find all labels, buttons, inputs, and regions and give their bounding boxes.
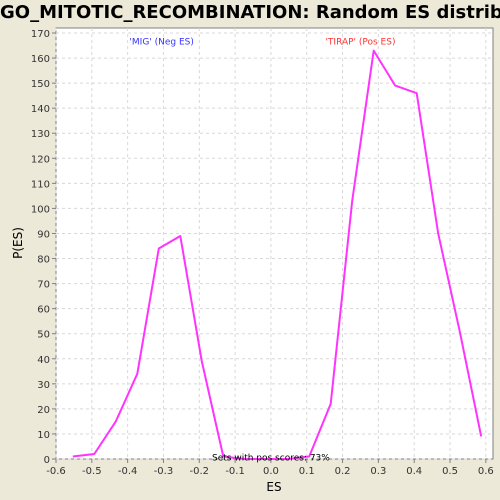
y-tick-label: 130 [31, 129, 50, 140]
chart-title: GO_MITOTIC_RECOMBINATION: Random ES dist… [0, 2, 500, 23]
axis-ticks: 0 10 20 30 40 50 60 70 80 90 100 110 120 130 140 150 160… [31, 29, 494, 477]
x-tick-label: 0.0 [263, 466, 279, 477]
x-tick-label: -0.2 [190, 466, 210, 477]
y-tick-label: 120 [31, 154, 50, 165]
annotations: 'MIG' (Neg ES) 'TIRAP' (Pos ES) Sets with … [129, 38, 395, 464]
y-tick-label: 170 [31, 29, 50, 40]
y-tick-label: 140 [31, 104, 50, 115]
y-axis-label: P(ES) [11, 227, 25, 259]
y-tick-label: 20 [37, 405, 50, 416]
y-tick-label: 90 [37, 229, 50, 240]
x-tick-label: 0.2 [335, 466, 351, 477]
y-tick-label: 40 [37, 355, 50, 366]
y-tick-label: 60 [37, 305, 50, 316]
neg-es-label: 'MIG' (Neg ES) [129, 38, 193, 48]
y-tick-label: 10 [37, 430, 50, 441]
pos-scores-note: Sets with pos scores: 73% [212, 453, 330, 463]
x-tick-label: 0.1 [299, 466, 315, 477]
y-tick-label: 110 [31, 179, 50, 190]
plot-area [55, 27, 494, 460]
y-tick-label: 30 [37, 380, 50, 391]
x-axis-label: ES [266, 480, 281, 494]
y-tick-label: 70 [37, 280, 50, 291]
x-tick-label: 0.3 [370, 466, 386, 477]
x-tick-label: -0.6 [46, 466, 66, 477]
y-tick-label: 160 [31, 54, 50, 65]
series-line [72, 49, 483, 460]
x-tick-label: -0.3 [154, 466, 174, 477]
x-tick-label: -0.4 [118, 466, 138, 477]
y-tick-label: 80 [37, 255, 50, 266]
y-tick-label: 50 [37, 330, 50, 341]
x-tick-label: 0.4 [406, 466, 422, 477]
x-tick-label: -0.5 [82, 466, 102, 477]
y-tick-label: 0 [44, 455, 50, 466]
x-tick-label: 0.6 [478, 466, 494, 477]
x-tick-label: 0.5 [442, 466, 458, 477]
y-tick-label: 100 [31, 204, 50, 215]
x-tick-label: -0.1 [225, 466, 245, 477]
y-tick-label: 150 [31, 79, 50, 90]
pos-es-label: 'TIRAP' (Pos ES) [325, 38, 395, 48]
